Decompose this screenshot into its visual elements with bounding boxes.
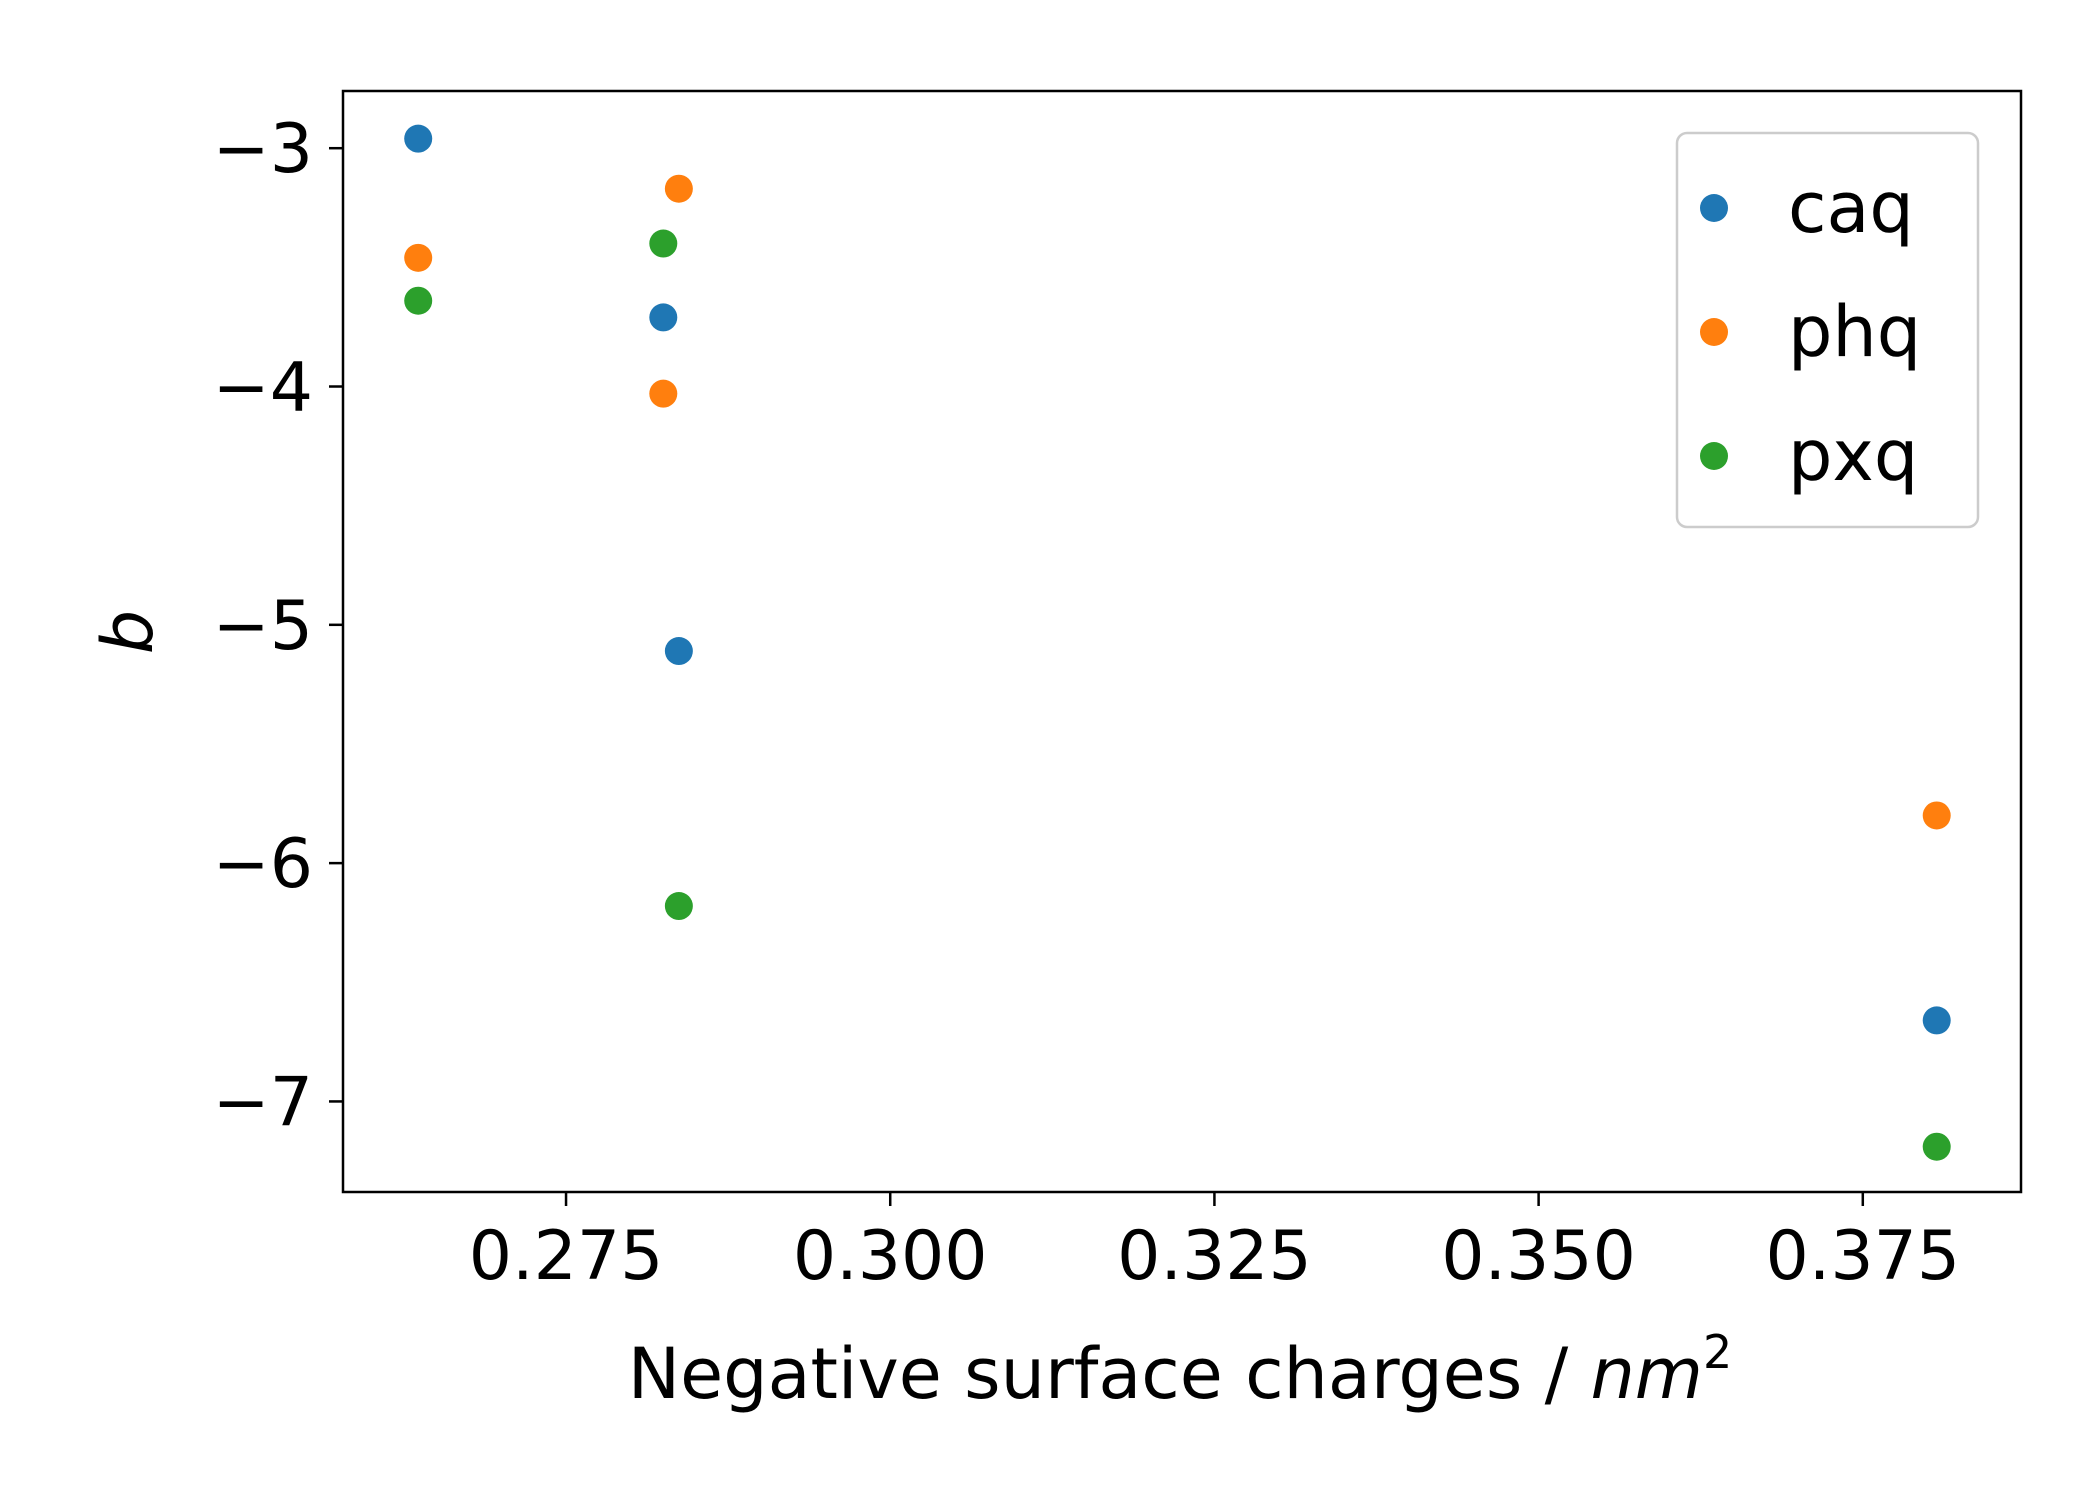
- data-point-phq: [404, 243, 433, 272]
- data-point-caq: [404, 124, 433, 153]
- plot-frame: [341, 89, 2023, 1194]
- series-group: [404, 124, 1951, 1161]
- x-tick-label: 0.300: [793, 1217, 988, 1296]
- y-tick-label: −7: [213, 1063, 313, 1142]
- legend-label-pxq: pxq: [1788, 415, 1918, 497]
- x-axis-label-unit: nm: [1590, 1333, 1703, 1415]
- legend: caq phq pxq: [1675, 131, 1980, 529]
- legend-label-phq: phq: [1788, 291, 1921, 373]
- x-tick-label: 0.375: [1765, 1217, 1960, 1296]
- y-tick-label: −6: [213, 825, 313, 904]
- x-axis-label: Negative surface charges / nm2: [628, 1325, 1733, 1415]
- series-caq: [404, 124, 1951, 1035]
- legend-marker-pxq: [1700, 442, 1728, 470]
- data-point-pxq: [404, 286, 433, 315]
- data-point-pxq: [1922, 1132, 1951, 1161]
- y-axis: −3 −4 −5 −6 −7: [213, 110, 343, 1142]
- plot-area: [341, 89, 2023, 1194]
- data-point-phq: [664, 174, 693, 203]
- legend-marker-caq: [1700, 194, 1728, 222]
- series-phq: [404, 174, 1951, 830]
- data-point-phq: [1922, 801, 1951, 830]
- y-tick-label: −5: [213, 587, 313, 666]
- x-tick-label: 0.325: [1117, 1217, 1312, 1296]
- data-point-pxq: [664, 892, 693, 921]
- y-tick-label: −4: [213, 349, 313, 428]
- data-point-caq: [649, 303, 678, 332]
- x-tick-label: 0.275: [469, 1217, 664, 1296]
- data-point-caq: [664, 637, 693, 666]
- y-tick-label: −3: [213, 110, 313, 189]
- legend-marker-phq: [1700, 318, 1728, 346]
- x-tick-label: 0.350: [1441, 1217, 1636, 1296]
- x-axis: 0.275 0.300 0.325 0.350 0.375: [469, 1192, 1960, 1296]
- y-axis-label: b: [87, 610, 169, 654]
- legend-box: [1675, 131, 1980, 529]
- x-axis-label-main: Negative surface charges /: [628, 1333, 1591, 1415]
- legend-label-caq: caq: [1788, 167, 1914, 249]
- data-point-phq: [649, 379, 678, 408]
- data-point-caq: [1922, 1006, 1951, 1035]
- data-point-pxq: [649, 229, 678, 258]
- series-pxq: [404, 229, 1951, 1161]
- x-axis-label-exponent: 2: [1703, 1325, 1732, 1379]
